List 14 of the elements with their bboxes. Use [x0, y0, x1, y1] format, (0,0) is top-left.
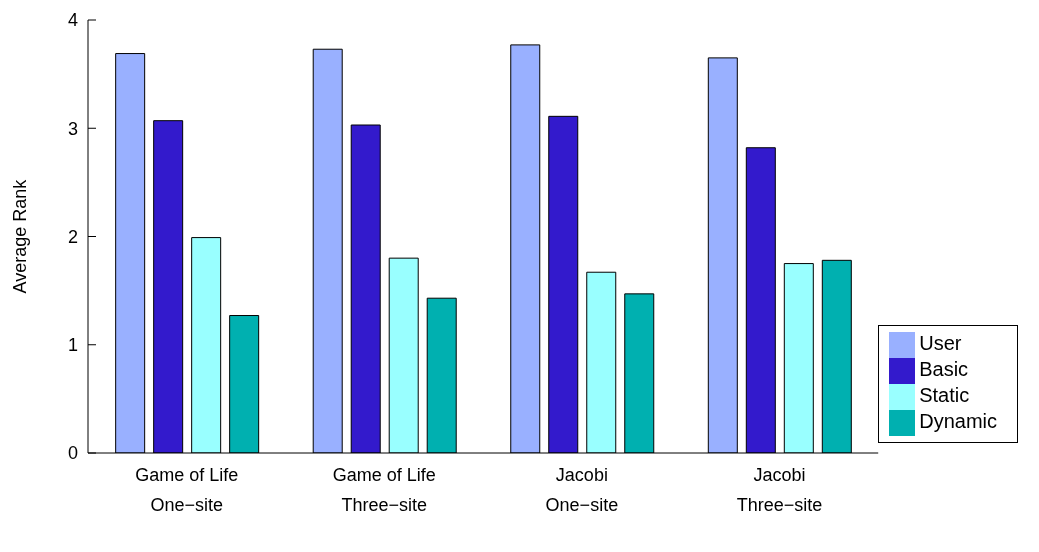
y-tick-label: 1: [67, 335, 78, 356]
x-tick-label: Game of Life Three−site: [332, 465, 436, 515]
x-tick-label: Game of Life One−site: [135, 465, 239, 515]
legend-label: Basic: [919, 358, 969, 381]
y-tick-label: 4: [67, 10, 78, 31]
x-tick-label: Jacobi One−site: [545, 465, 619, 515]
y-tick-label: 0: [67, 443, 78, 464]
y-tick-label: 3: [67, 118, 78, 139]
y-axis-title: Average Rank: [10, 178, 31, 294]
y-tick-label: 2: [67, 226, 78, 247]
legend-label: Dynamic: [919, 410, 997, 433]
x-tick-label: Jacobi Three−site: [736, 465, 823, 515]
legend-label: User: [919, 332, 962, 355]
legend-label: Static: [919, 384, 970, 407]
